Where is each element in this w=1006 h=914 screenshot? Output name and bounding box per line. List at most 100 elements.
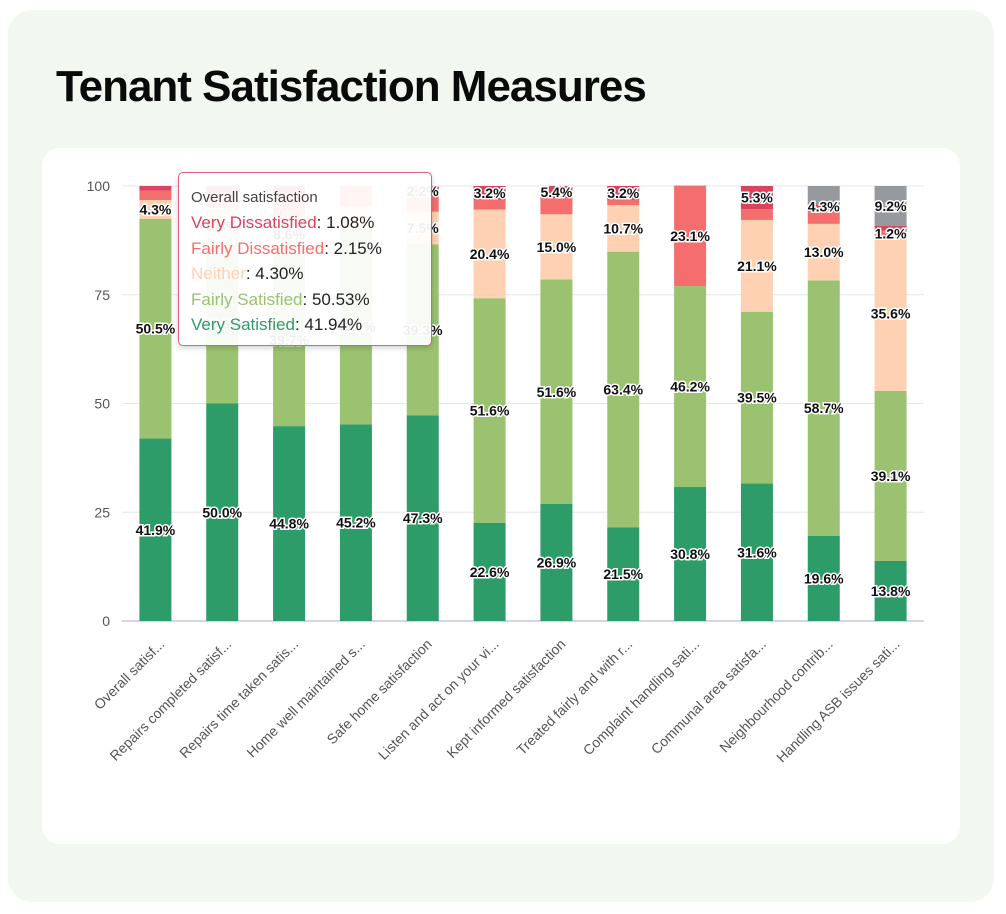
tooltip-value: 41.94%	[304, 315, 363, 334]
data-label: 23.1%	[670, 228, 710, 244]
y-tick-label: 50	[94, 396, 110, 412]
bar-segment[interactable]	[607, 199, 640, 206]
bar-segment[interactable]	[874, 560, 907, 621]
bar-segment[interactable]	[273, 426, 306, 621]
tooltip-separator: :	[302, 289, 312, 309]
page-title: Tenant Satisfaction Measures	[56, 62, 647, 111]
bar-segment[interactable]	[139, 218, 172, 439]
tooltip-series-name: Very Dissatisfied	[191, 213, 317, 232]
data-label: 4.3%	[808, 198, 840, 214]
y-tick-label: 100	[87, 178, 111, 194]
tooltip-separator: :	[294, 315, 305, 334]
bar-segment[interactable]	[473, 209, 506, 299]
x-tick-label: Home well maintained s...	[243, 636, 368, 761]
x-tick-label: Treated fairly and with r...	[513, 636, 635, 758]
data-label: 50.0%	[202, 504, 242, 520]
data-label: 15.0%	[537, 239, 577, 255]
x-tick-label: Overall satisf...	[91, 636, 168, 713]
data-label: 35.6%	[871, 305, 911, 321]
bar-segment[interactable]	[139, 438, 172, 621]
bar-segment[interactable]	[607, 251, 640, 528]
bar-segment[interactable]	[139, 200, 172, 219]
bar-segment[interactable]	[807, 223, 840, 281]
bar-segment[interactable]	[874, 230, 907, 237]
tooltip-value: 50.53%	[311, 289, 370, 309]
bar-segment[interactable]	[607, 205, 640, 252]
bar-segment[interactable]	[807, 208, 840, 224]
data-label: 19.6%	[804, 570, 844, 586]
tooltip-row: Neither: 4.30%	[191, 261, 431, 287]
tooltip-value: 2.15%	[333, 238, 382, 258]
bar-segment[interactable]	[540, 279, 573, 504]
data-label: 10.7%	[603, 220, 643, 236]
bar-segment[interactable]	[874, 226, 907, 231]
bar-segment[interactable]	[874, 236, 907, 391]
data-label: 51.6%	[470, 402, 510, 418]
bar-segment[interactable]	[473, 199, 506, 210]
bar-segment[interactable]	[740, 219, 773, 312]
bar-segment[interactable]	[607, 186, 640, 200]
bar-segment[interactable]	[540, 214, 573, 280]
data-label: 39.5%	[737, 390, 777, 406]
bar-segment[interactable]	[807, 280, 840, 536]
tooltip-value: 1.08%	[326, 213, 375, 232]
bar-segment[interactable]	[540, 503, 573, 621]
x-tick-label: Communal area satisfa...	[648, 636, 769, 757]
bar-segment[interactable]	[473, 186, 506, 200]
bar-segment[interactable]	[339, 424, 372, 621]
bar-segment[interactable]	[740, 186, 773, 210]
bar-segment[interactable]	[740, 311, 773, 484]
bar-segment[interactable]	[139, 186, 172, 191]
x-tick-label: Handling ASB issues sati...	[773, 636, 903, 766]
data-labels: 41.9%50.5%4.3%50.0%36.6%8.3%44.8%39.7%8.…	[134, 181, 912, 600]
data-label: 47.3%	[403, 510, 443, 526]
data-label: 44.8%	[269, 516, 309, 532]
bar-segment[interactable]	[740, 209, 773, 220]
bar-segment[interactable]	[139, 190, 172, 201]
bar-segment[interactable]	[607, 527, 640, 621]
data-label: 45.2%	[336, 515, 376, 531]
y-tick-label: 25	[94, 504, 110, 520]
y-tick-label: 0	[102, 613, 110, 629]
data-label: 4.3%	[139, 201, 171, 217]
bar-segment[interactable]	[674, 487, 707, 621]
bar-segment[interactable]	[540, 186, 573, 199]
data-label: 30.8%	[670, 546, 710, 562]
tooltip-series-name: Neither	[191, 264, 246, 283]
x-tick-label: Kept informed satisfaction	[443, 636, 568, 761]
data-label: 58.7%	[804, 400, 844, 416]
data-label: 5.4%	[540, 184, 572, 200]
data-label: 39.1%	[871, 468, 911, 484]
tooltip-series-name: Fairly Dissatisfied	[191, 238, 325, 258]
data-label: 13.0%	[804, 244, 844, 260]
y-tick-label: 75	[94, 287, 110, 303]
bar-segment[interactable]	[473, 522, 506, 621]
bar-segment[interactable]	[740, 483, 773, 621]
bar-segment[interactable]	[874, 186, 907, 227]
tooltip-series-name: Very Satisfied	[191, 315, 295, 334]
data-label: 41.9%	[136, 522, 176, 538]
data-label: 20.4%	[470, 246, 510, 262]
data-label: 51.6%	[537, 384, 577, 400]
bar-segment[interactable]	[807, 204, 840, 209]
chart-tooltip: Overall satisfaction Very Dissatisfied: …	[178, 172, 432, 346]
data-label: 63.4%	[603, 382, 643, 398]
bar-segment[interactable]	[674, 286, 707, 488]
data-label: 13.8%	[871, 583, 911, 599]
data-label: 21.1%	[737, 258, 777, 274]
data-label: 46.2%	[670, 379, 710, 395]
bar-segment[interactable]	[807, 186, 840, 205]
bar-segment[interactable]	[206, 403, 239, 622]
bar-segment[interactable]	[473, 298, 506, 523]
data-label: 26.9%	[537, 554, 577, 570]
bar-segment[interactable]	[406, 415, 439, 621]
tooltip-series-name: Fairly Satisfied	[191, 289, 303, 309]
bar-segment[interactable]	[540, 198, 573, 215]
bar-segment[interactable]	[807, 535, 840, 621]
x-tick-label: Repairs time taken satis...	[176, 636, 301, 761]
tooltip-value: 4.30%	[255, 264, 304, 283]
x-tick-label: Repairs completed satisf...	[106, 636, 234, 764]
bar-segment[interactable]	[674, 185, 707, 287]
bar-segment[interactable]	[874, 390, 907, 561]
